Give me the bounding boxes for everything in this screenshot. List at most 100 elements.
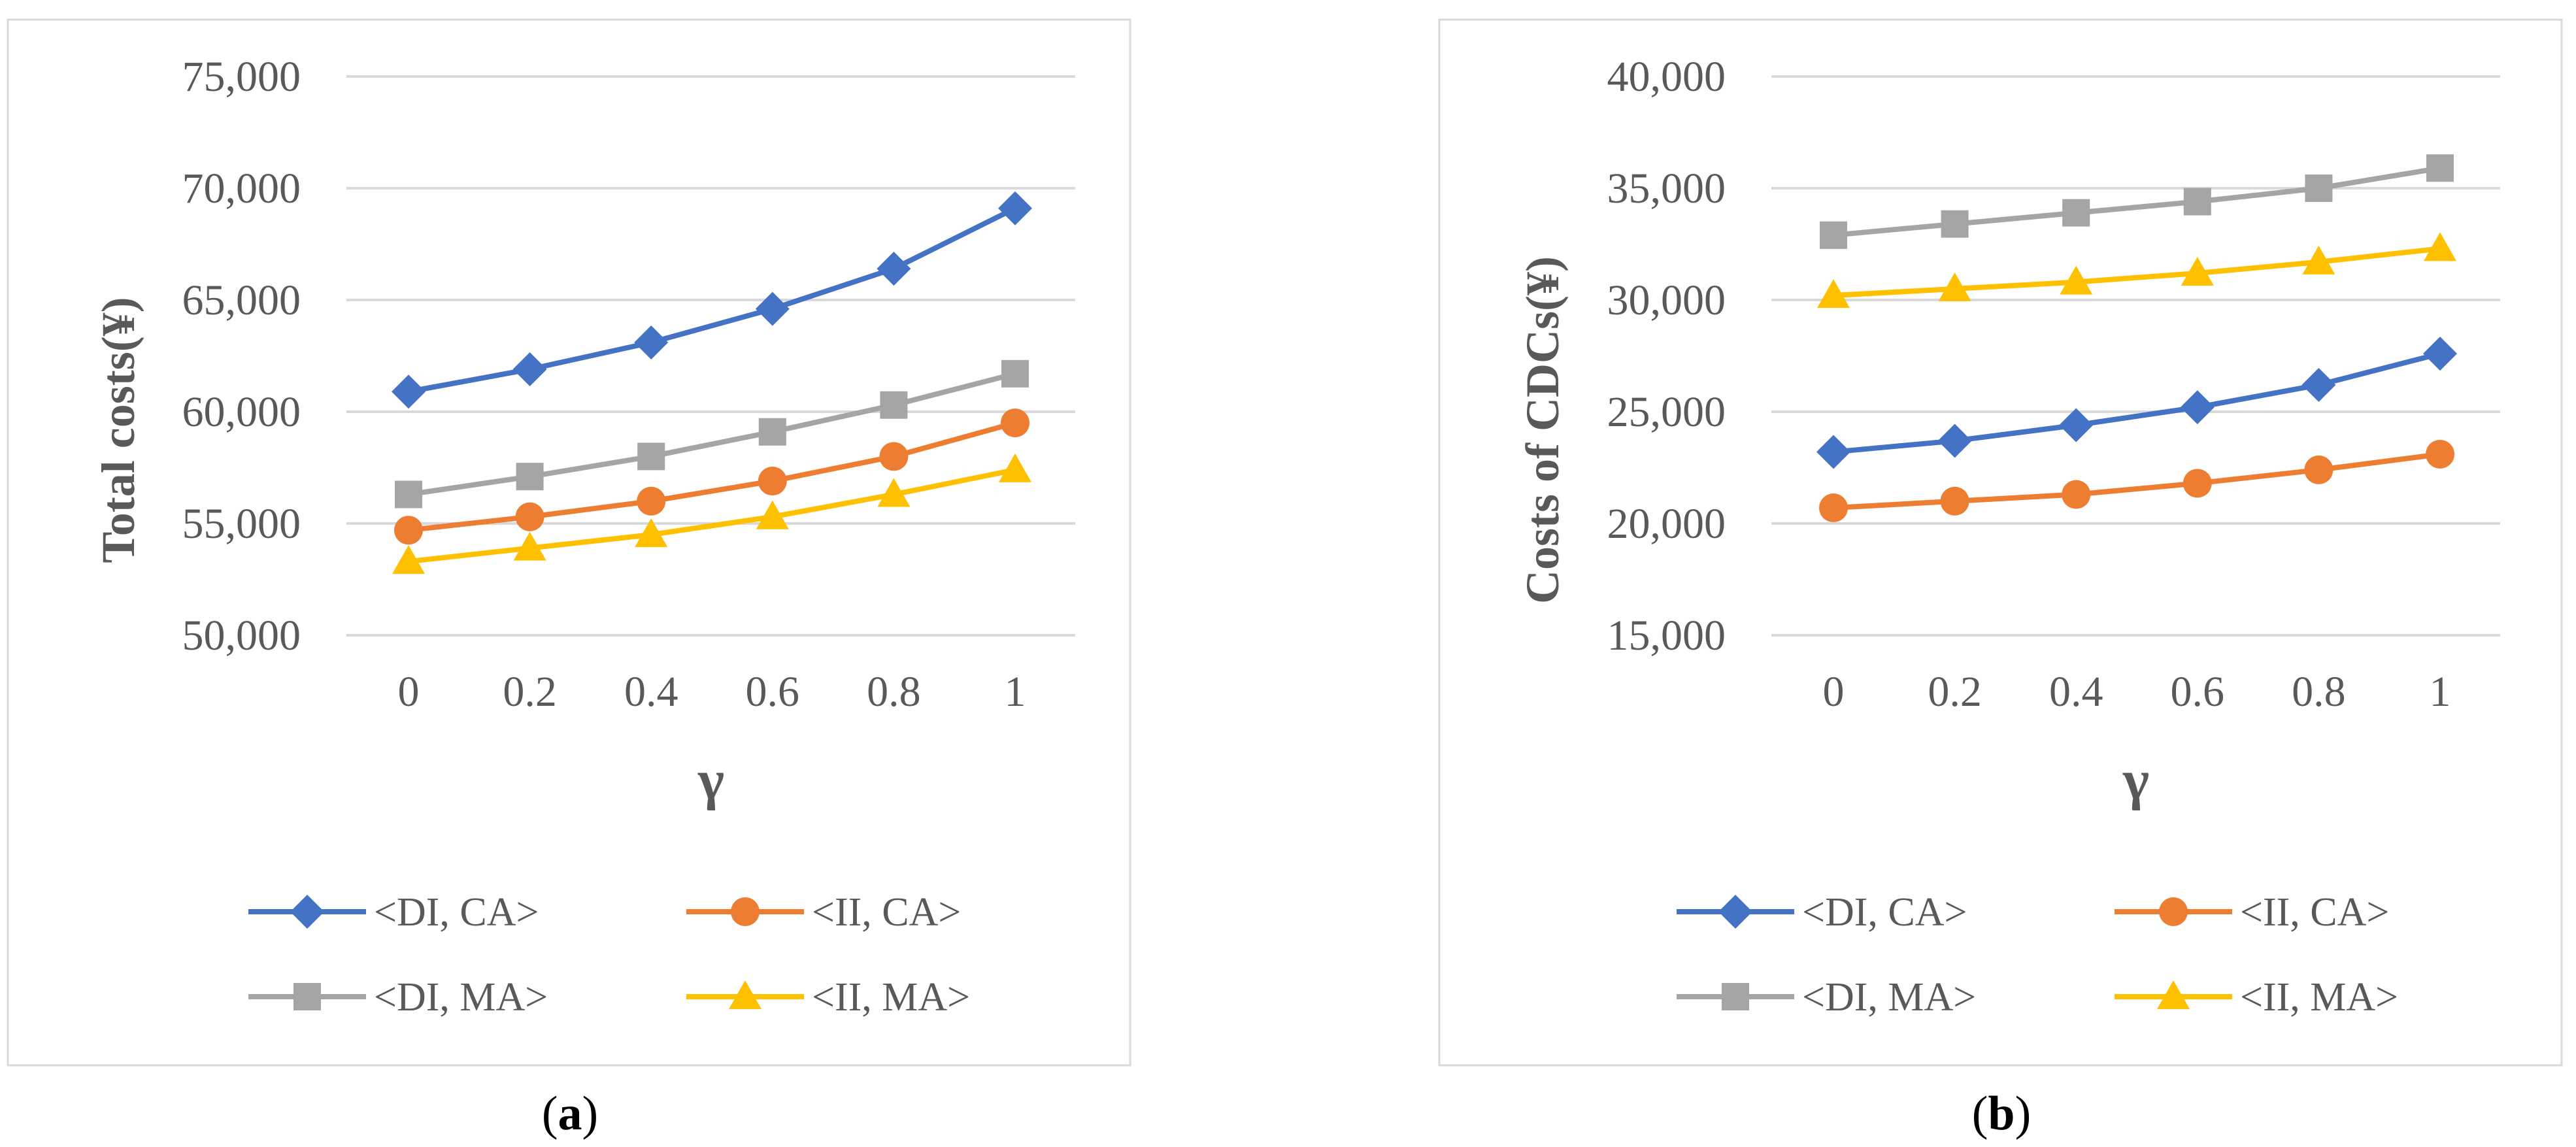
panel-b-y-axis-label: Costs of CDCs(¥) xyxy=(1516,256,1569,604)
panel-a-series-1-point xyxy=(515,502,544,531)
panel-b-series-3-point xyxy=(1938,272,1971,301)
caption-a: (a) xyxy=(542,1087,598,1140)
panel-b-series-0-point xyxy=(2301,367,2336,402)
panel-b-x-tick-label: 0 xyxy=(1823,668,1845,716)
panel-b-series-0 xyxy=(1816,337,2457,469)
panel-a-series-1-point xyxy=(758,467,787,496)
panel-b-series-2-point xyxy=(2426,154,2454,182)
panel-b-x-tick-label: 0.6 xyxy=(2171,668,2225,716)
panel-b-series-0-point xyxy=(2423,337,2457,371)
panel-a-series-0-point xyxy=(877,252,911,286)
panel-b-series-3-line xyxy=(1833,246,2441,299)
panel-b-series-2 xyxy=(1820,154,2454,249)
panel-b-series-1-point xyxy=(2426,439,2454,469)
panel-a-y-tick-label: 65,000 xyxy=(182,276,301,324)
panel-a-x-tick-label: 0.2 xyxy=(503,668,557,716)
panel-b-legend-label: <II, MA> xyxy=(2240,975,2398,1020)
panel-a-y-tick-label: 55,000 xyxy=(182,500,301,548)
panel-a: 50,000 55,000 60,000 65,000 70,000 75,000 0 0.… xyxy=(7,18,1131,1067)
panel-b-series-3-point xyxy=(2181,256,2214,286)
panel-b-legend-label: <DI, MA> xyxy=(1802,975,1976,1020)
panel-a-series-0-point xyxy=(634,325,669,359)
panel-b-series-0-point xyxy=(2059,408,2094,442)
panel-a-legend-swatch-marker xyxy=(293,983,321,1010)
caption-a-letter: a xyxy=(558,1087,582,1140)
panel-b-y-tick-label: 25,000 xyxy=(1607,388,1726,436)
panel-a-series-3-point xyxy=(392,545,425,574)
panel-b-series-2-point xyxy=(2305,175,2333,202)
panel-b-legend-item-0: <DI, CA> xyxy=(1677,890,1967,935)
panel-a-legend-item-2: <DI, MA> xyxy=(248,975,548,1020)
panel-a-y-axis-label: Total costs(¥) xyxy=(92,297,144,563)
panel-b-series-1-point xyxy=(2062,480,2091,509)
panel-a-series-0-point xyxy=(755,291,790,326)
panel-a-legend-item-1: <II, CA> xyxy=(686,890,961,935)
panel-b-legend-item-3: <II, MA> xyxy=(2115,975,2398,1020)
panel-a-series-2-point xyxy=(880,391,908,419)
panel-b-series-3 xyxy=(1817,232,2456,308)
panel-a-series-1-point xyxy=(1001,408,1029,438)
panel-a-series-3-point xyxy=(635,518,668,548)
panel-a-series-3-point xyxy=(999,453,1031,482)
panel-a-series-0 xyxy=(392,191,1032,409)
panel-b-series-1-point xyxy=(2304,455,2333,484)
panel-a-series-1-point xyxy=(637,486,666,516)
panel-b-series-1-point xyxy=(1940,486,1969,516)
panel-a-x-tick-labels: 0 0.2 0.4 0.6 0.8 1 xyxy=(398,668,1026,716)
panel-b-y-tick-label: 35,000 xyxy=(1607,165,1726,212)
panel-b-series-3-point xyxy=(2302,245,2335,274)
panel-a-series-3-point xyxy=(756,500,789,529)
panel-a-series-3 xyxy=(392,453,1031,574)
panel-a-legend-label: <II, CA> xyxy=(812,890,961,935)
panel-b-series xyxy=(1816,154,2457,523)
panel-b-y-tick-labels: 15,000 20,000 25,000 30,000 35,000 40,000 xyxy=(1607,53,1726,659)
panel-b-legend-swatch-marker xyxy=(2159,897,2188,926)
panel-b-series-0-point xyxy=(2180,390,2215,425)
panel-b-legend-label: <II, CA> xyxy=(2240,890,2389,935)
panel-a-x-tick-label: 0.4 xyxy=(624,668,678,716)
panel-b-y-tick-label: 20,000 xyxy=(1607,500,1726,548)
panel-b-series-2-point xyxy=(1941,210,1969,238)
panel-a-legend-label: <DI, CA> xyxy=(374,890,539,935)
panel-b-x-axis-label: γ xyxy=(2122,748,2149,811)
panel-b-series-3-point xyxy=(1817,279,1850,308)
panel-a-y-tick-label: 50,000 xyxy=(182,612,301,659)
panel-b-legend: <DI, CA> <II, CA> <DI, MA> <II, MA> xyxy=(1677,890,2398,1020)
panel-a-series xyxy=(392,191,1032,574)
panel-a-y-tick-labels: 50,000 55,000 60,000 65,000 70,000 75,000 xyxy=(182,53,301,659)
panel-b-series-2-point xyxy=(2183,188,2211,216)
panel-a-series-3-line xyxy=(408,467,1016,565)
panel-b-frame xyxy=(1438,18,2563,1067)
panel-b-x-tick-label: 1 xyxy=(2430,668,2451,716)
panel-b-series-1 xyxy=(1819,439,2454,523)
panel-a-x-tick-label: 0.8 xyxy=(867,668,921,716)
panel-a-legend-swatch-marker xyxy=(731,897,760,926)
panel-b-x-tick-labels: 0 0.2 0.4 0.6 0.8 1 xyxy=(1823,668,2451,716)
panel-b-y-tick-label: 40,000 xyxy=(1607,53,1726,101)
caption-b-letter: b xyxy=(1988,1087,2015,1140)
panel-a-x-tick-label: 0.6 xyxy=(746,668,800,716)
panel-a-legend-label: <DI, MA> xyxy=(374,975,548,1020)
panel-a-series-1 xyxy=(394,408,1029,545)
panel-b-legend-swatch-marker xyxy=(1722,983,1749,1010)
panel-a-y-tick-label: 60,000 xyxy=(182,388,301,436)
panel-a-y-tick-label: 70,000 xyxy=(182,165,301,212)
panel-a-series-2-line xyxy=(408,371,1016,497)
panel-a-series-2-point xyxy=(637,442,665,471)
panel-b: 15,000 20,000 25,000 30,000 35,000 40,000 0 0.… xyxy=(1438,18,2563,1067)
panel-b-legend-label: <DI, CA> xyxy=(1802,890,1967,935)
panel-b-series-3-point xyxy=(2060,265,2093,295)
panel-b-y-tick-label: 30,000 xyxy=(1607,276,1726,324)
panel-a-legend-swatch-marker xyxy=(290,895,324,929)
panel-a-series-2-point xyxy=(758,418,786,446)
panel-b-series-0-point xyxy=(1937,424,1972,458)
panel-b-x-tick-label: 0.8 xyxy=(2292,668,2346,716)
panel-b-series-3-point xyxy=(2424,232,2456,261)
panel-a-frame xyxy=(7,18,1131,1067)
panel-a-legend-label: <II, MA> xyxy=(812,975,970,1020)
panel-a-series-0-point xyxy=(998,191,1032,225)
panel-b-series-1-point xyxy=(2183,469,2212,498)
panel-b-x-tick-label: 0.4 xyxy=(2049,668,2103,716)
panel-a-grid xyxy=(346,75,1075,637)
panel-a-y-tick-label: 75,000 xyxy=(182,53,301,101)
